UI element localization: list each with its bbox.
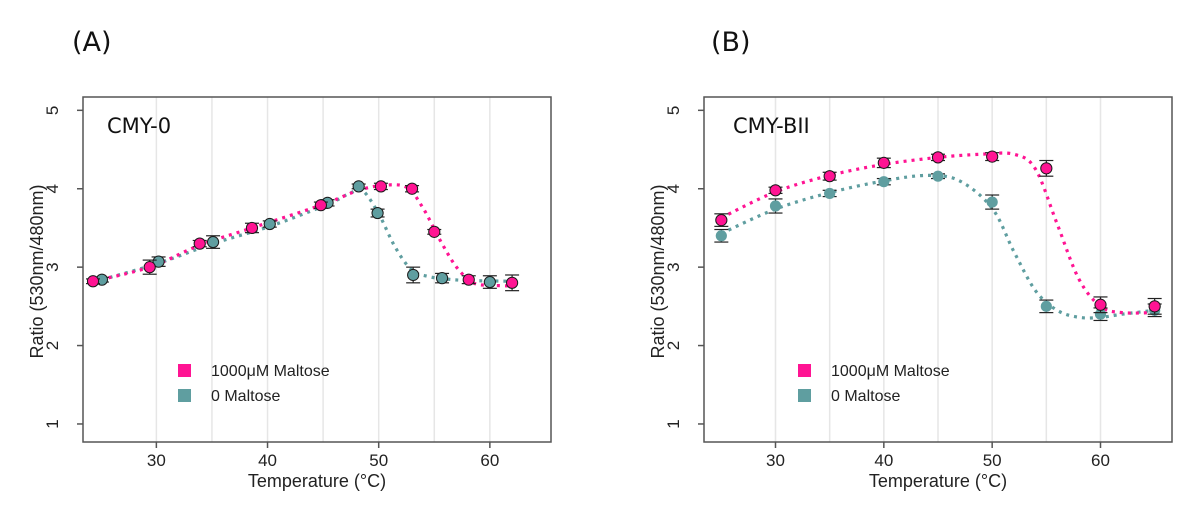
x-tick-label: 60 bbox=[480, 451, 499, 470]
data-point-maltose_1000 bbox=[715, 214, 728, 227]
legend-swatch bbox=[798, 389, 811, 402]
data-point-maltose_1000 bbox=[193, 237, 206, 250]
data-point-maltose_1000 bbox=[374, 180, 388, 193]
data-point-maltose_1000 bbox=[1040, 162, 1053, 175]
legend-label: 0 Maltose bbox=[831, 388, 900, 405]
data-point-maltose_0 bbox=[483, 275, 496, 289]
data-point-maltose_0 bbox=[352, 180, 365, 193]
y-tick-label: 5 bbox=[664, 106, 683, 115]
data-point-maltose_0 bbox=[824, 187, 836, 200]
x-tick-label: 40 bbox=[258, 451, 277, 470]
y-tick-label: 4 bbox=[43, 184, 62, 193]
legend-label: 0 Maltose bbox=[211, 388, 280, 405]
data-point-maltose_1000 bbox=[245, 221, 259, 235]
x-tick-label: 60 bbox=[1091, 451, 1110, 470]
y-axis-title: Ratio (530nm/480nm) bbox=[27, 184, 47, 358]
panel-a: (A) 1 2 3 4 5 30 40 50 60 Temperature (°C) Ratio (5… bbox=[27, 27, 552, 491]
fit-curve-maltose_0 bbox=[101, 187, 513, 283]
legend-swatch bbox=[798, 364, 811, 377]
data-point-maltose_0 bbox=[435, 272, 449, 285]
data-point-maltose_0 bbox=[152, 255, 165, 268]
y-tick-label: 4 bbox=[664, 184, 683, 193]
sample-title: CMY-BII bbox=[733, 114, 810, 138]
data-point-maltose_0 bbox=[715, 230, 727, 242]
data-point-maltose_1000 bbox=[986, 150, 999, 163]
data-point-maltose_1000 bbox=[769, 184, 782, 197]
legend-swatch bbox=[178, 364, 191, 377]
y-tick-label: 2 bbox=[43, 341, 62, 350]
y-tick-label: 3 bbox=[664, 262, 683, 271]
data-point-maltose_1000 bbox=[1094, 298, 1107, 311]
panel-b: (B) 1 2 3 4 5 30 40 50 60 Temperature (°C) Ratio (5… bbox=[648, 27, 1173, 491]
data-point-maltose_0 bbox=[986, 196, 998, 208]
data-point-maltose_0 bbox=[407, 268, 420, 282]
x-tick-label: 30 bbox=[147, 451, 166, 470]
x-axis-title: Temperature (°C) bbox=[248, 471, 386, 491]
data-point-maltose_1000 bbox=[405, 182, 419, 195]
y-tick-label: 3 bbox=[43, 262, 62, 271]
data-point-maltose_1000 bbox=[428, 225, 441, 238]
legend-label: 1000μM Maltose bbox=[211, 363, 330, 380]
x-tick-label: 30 bbox=[766, 451, 785, 470]
data-point-maltose_0 bbox=[371, 206, 384, 220]
data-point-maltose_1000 bbox=[1148, 300, 1161, 313]
data-point-maltose_0 bbox=[878, 176, 890, 188]
y-tick-label: 2 bbox=[664, 341, 683, 350]
plot-frame bbox=[703, 96, 1173, 443]
data-point-maltose_1000 bbox=[823, 170, 836, 183]
legend-swatch bbox=[178, 389, 191, 402]
plot-frame bbox=[82, 96, 552, 443]
y-tick-label: 5 bbox=[43, 106, 62, 115]
y-tick-label: 1 bbox=[664, 419, 683, 428]
x-axis-title: Temperature (°C) bbox=[869, 471, 1007, 491]
data-point-maltose_1000 bbox=[505, 276, 519, 289]
data-point-maltose_0 bbox=[769, 200, 782, 212]
panel-label: (B) bbox=[711, 27, 751, 58]
y-tick-label: 1 bbox=[43, 419, 62, 428]
data-point-maltose_1000 bbox=[462, 273, 475, 286]
x-tick-label: 40 bbox=[874, 451, 893, 470]
data-point-maltose_0 bbox=[1094, 308, 1107, 320]
legend-label: 1000μM Maltose bbox=[831, 363, 950, 380]
data-point-maltose_1000 bbox=[86, 275, 100, 288]
panel-label: (A) bbox=[72, 27, 112, 58]
y-axis-title: Ratio (530nm/480nm) bbox=[648, 184, 668, 358]
data-point-maltose_0 bbox=[206, 235, 220, 249]
data-point-maltose_1000 bbox=[877, 156, 890, 169]
data-point-maltose_1000 bbox=[931, 151, 945, 164]
x-tick-label: 50 bbox=[983, 451, 1002, 470]
data-point-maltose_1000 bbox=[143, 261, 156, 274]
data-point-maltose_0 bbox=[263, 217, 276, 231]
x-tick-label: 50 bbox=[369, 451, 388, 470]
sample-title: CMY-0 bbox=[107, 114, 171, 138]
data-point-maltose_0 bbox=[1040, 300, 1052, 312]
data-point-maltose_0 bbox=[932, 170, 944, 182]
data-point-maltose_1000 bbox=[314, 199, 327, 212]
